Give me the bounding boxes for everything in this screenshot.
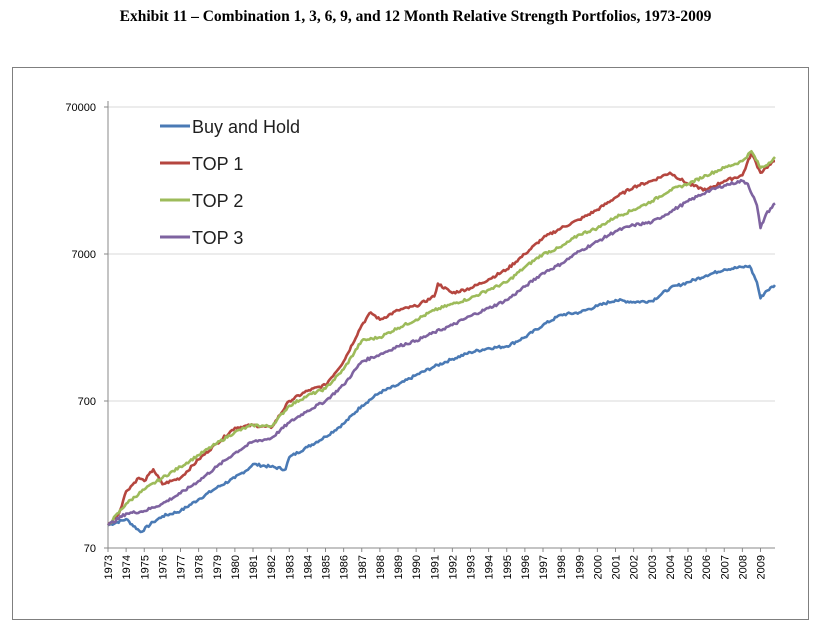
- x-tick-label: 1987: [357, 555, 369, 579]
- x-tick-label: 1991: [429, 555, 441, 579]
- y-tick-labels: 70 700 7000 70000: [65, 102, 96, 555]
- x-tick-label: 1983: [284, 555, 296, 579]
- x-tick-label: 1976: [157, 555, 169, 579]
- x-tick-label: 1981: [248, 555, 260, 579]
- x-tick-label: 1997: [538, 555, 550, 579]
- series-lines: [106, 150, 776, 534]
- x-tick-label: 1988: [375, 555, 387, 579]
- series-line-buy-and-hold: [107, 264, 776, 534]
- y-tick-label: 7000: [72, 249, 96, 261]
- x-tick-label: 2006: [701, 555, 713, 579]
- x-tick-label: 1984: [302, 555, 314, 579]
- series-line-top-3: [107, 178, 776, 527]
- x-tick-label: 1986: [339, 555, 351, 579]
- x-tick-label: 1998: [556, 555, 568, 579]
- x-tick-label: 2002: [629, 555, 641, 579]
- x-tick-label: 1974: [121, 555, 133, 579]
- x-tick-label: 1979: [212, 555, 224, 579]
- x-tick-label: 1985: [321, 555, 333, 579]
- x-tick-label: 2009: [756, 555, 768, 579]
- x-tick-label: 1977: [176, 555, 188, 579]
- x-tick-label: 1980: [230, 555, 242, 579]
- x-tick-label: 1989: [393, 555, 405, 579]
- legend: Buy and Hold TOP 1 TOP 2 TOP 3: [160, 117, 300, 248]
- x-tick-label: 2001: [611, 555, 623, 579]
- x-tick-label: 2007: [719, 555, 731, 579]
- x-tick-label: 2005: [683, 555, 695, 579]
- x-tick-label: 1995: [502, 555, 514, 579]
- x-tick-label: 1996: [520, 555, 532, 579]
- x-tick-labels: 1973 1974 1975 1976 1977 1978 1979 1980 1981 1982…: [103, 548, 768, 579]
- x-tick-label: 1999: [574, 555, 586, 579]
- x-tick-label: 1993: [466, 555, 478, 579]
- x-tick-label: 1982: [266, 555, 278, 579]
- x-tick-label: 1994: [484, 555, 496, 579]
- x-tick-label: 1990: [411, 555, 423, 579]
- legend-label-top-2: TOP 2: [192, 191, 243, 211]
- legend-label-buy-and-hold: Buy and Hold: [192, 117, 300, 137]
- x-tick-label: 1973: [103, 555, 115, 579]
- legend-label-top-3: TOP 3: [192, 228, 243, 248]
- y-tick-label: 700: [78, 396, 96, 408]
- gridlines: [104, 106, 775, 549]
- x-tick-label: 2000: [592, 555, 604, 579]
- x-tick-label: 2003: [647, 555, 659, 579]
- x-tick-label: 2004: [665, 555, 677, 579]
- page-title: Exhibit 11 – Combination 1, 3, 6, 9, and…: [119, 8, 712, 25]
- x-tick-label: 1978: [194, 555, 206, 579]
- axes: [107, 101, 775, 549]
- x-tick-label: 2008: [737, 555, 749, 579]
- series-line-top-2: [107, 150, 776, 527]
- x-tick-label: 1975: [139, 555, 151, 579]
- x-tick-label: 1992: [447, 555, 459, 579]
- y-tick-label: 70: [84, 543, 96, 555]
- y-tick-label: 70000: [65, 102, 96, 114]
- legend-label-top-1: TOP 1: [192, 154, 243, 174]
